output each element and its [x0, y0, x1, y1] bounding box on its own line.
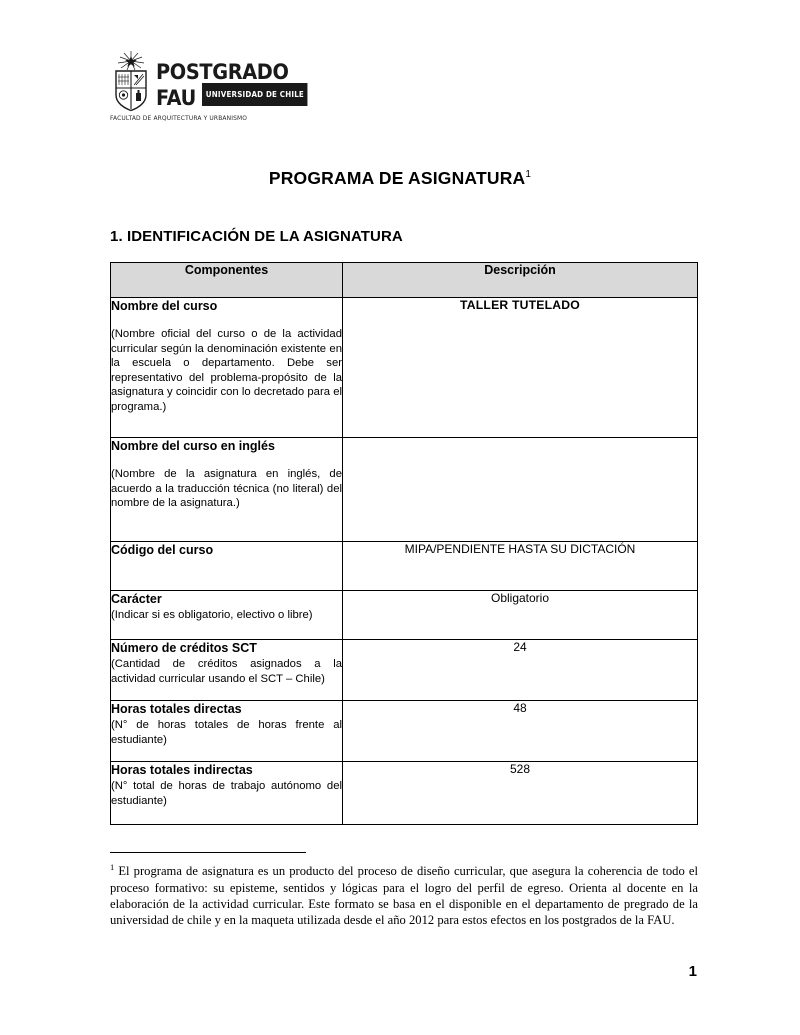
table-row: Código del curso MIPA/PENDIENTE HASTA SU…: [110, 541, 698, 591]
logo-postgrado-text: POSTGRADO: [156, 60, 289, 84]
cell-value-nombre-del-curso-en-ingles[interactable]: [342, 437, 698, 542]
column-header-descripcion: Descripción: [342, 262, 698, 298]
footnote-paragraph: 1 El programa de asignatura es un produc…: [110, 859, 698, 929]
section-heading-identificacion: 1. IDENTIFICACIÓN DE LA ASIGNATURA: [110, 228, 403, 245]
row-label: Horas totales indirectas: [111, 763, 253, 777]
row-value: TALLER TUTELADO: [460, 298, 580, 312]
table-row: Nombre del curso (Nombre oficial del cur…: [110, 297, 698, 438]
cell-value-caracter[interactable]: Obligatorio: [342, 590, 698, 640]
row-label: Número de créditos SCT: [111, 641, 257, 655]
row-value: 528: [509, 762, 531, 776]
page-title: PROGRAMA DE ASIGNATURA1: [0, 168, 800, 189]
cell-label-caracter: Carácter (Indicar si es obligatorio, ele…: [110, 590, 343, 640]
cell-label-horas-totales-indirectas: Horas totales indirectas (N° total de ho…: [110, 761, 343, 825]
row-label: Nombre del curso en inglés: [111, 439, 275, 453]
cell-value-nombre-del-curso[interactable]: TALLER TUTELADO: [342, 297, 698, 438]
footnote-body: El programa de asignatura es un producto…: [110, 864, 698, 928]
row-value: MIPA/PENDIENTE HASTA SU DICTACIÓN: [404, 542, 636, 556]
row-label: Carácter: [111, 592, 162, 606]
page-title-text: PROGRAMA DE ASIGNATURA: [268, 168, 526, 188]
logo-universidad-badge: UNIVERSIDAD DE CHILE: [202, 83, 309, 106]
cell-value-codigo-del-curso[interactable]: MIPA/PENDIENTE HASTA SU DICTACIÓN: [342, 541, 698, 591]
page-title-footnote-marker: 1: [525, 169, 532, 181]
row-note: (Nombre de la asignatura en inglés, de a…: [111, 468, 342, 510]
row-value: Obligatorio: [490, 591, 550, 605]
logo-faculty-tagline: FACULTAD DE ARQUITECTURA Y URBANISMO: [110, 115, 248, 122]
university-of-chile-shield-icon: [110, 50, 152, 112]
column-header-componentes: Componentes: [110, 262, 343, 298]
table-row: Nombre del curso en inglés (Nombre de la…: [110, 437, 698, 542]
row-note: (Nombre oficial del curso o de la activi…: [111, 328, 342, 413]
row-label: Horas totales directas: [111, 702, 242, 716]
table-row: Horas totales indirectas (N° total de ho…: [110, 761, 698, 825]
cell-label-codigo-del-curso: Código del curso: [110, 541, 343, 591]
cell-label-nombre-del-curso: Nombre del curso (Nombre oficial del cur…: [110, 297, 343, 438]
row-label: Nombre del curso: [111, 299, 218, 313]
table-row: Número de créditos SCT (Cantidad de créd…: [110, 639, 698, 701]
cell-label-nombre-del-curso-en-ingles: Nombre del curso en inglés (Nombre de la…: [110, 437, 343, 542]
cell-label-numero-de-creditos-sct: Número de créditos SCT (Cantidad de créd…: [110, 639, 343, 701]
logo-fau-text: FAU: [156, 86, 196, 110]
identificacion-table-wrapper: Componentes Descripción Nombre del curso…: [110, 262, 698, 825]
row-note: (N° de horas totales de horas frente al …: [111, 719, 342, 746]
row-value: 48: [513, 701, 527, 715]
row-value: 24: [513, 640, 527, 654]
cell-value-horas-totales-directas[interactable]: 48: [342, 700, 698, 762]
row-label: Código del curso: [111, 543, 214, 557]
cell-value-numero-de-creditos-sct[interactable]: 24: [342, 639, 698, 701]
footnote-block: 1 El programa de asignatura es un produc…: [110, 852, 698, 929]
row-note: (Indicar si es obligatorio, electivo o l…: [111, 609, 313, 621]
cell-value-horas-totales-indirectas[interactable]: 528: [342, 761, 698, 825]
table-row: Horas totales directas (N° de horas tota…: [110, 700, 698, 762]
page-number: 1: [688, 963, 697, 980]
table-header-row: Componentes Descripción: [110, 262, 698, 298]
postgrado-fau-logo: POSTGRADO FAU UNIVERSIDAD DE CHILE FACUL…: [110, 50, 310, 128]
row-note: (Cantidad de créditos asignados a la act…: [111, 658, 342, 685]
footnote-separator: [110, 852, 306, 853]
row-note: (N° total de horas de trabajo autónomo d…: [111, 780, 342, 807]
cell-label-horas-totales-directas: Horas totales directas (N° de horas tota…: [110, 700, 343, 762]
footnote-marker: 1: [110, 862, 115, 872]
table-row: Carácter (Indicar si es obligatorio, ele…: [110, 590, 698, 640]
identificacion-table: Componentes Descripción Nombre del curso…: [110, 262, 698, 825]
